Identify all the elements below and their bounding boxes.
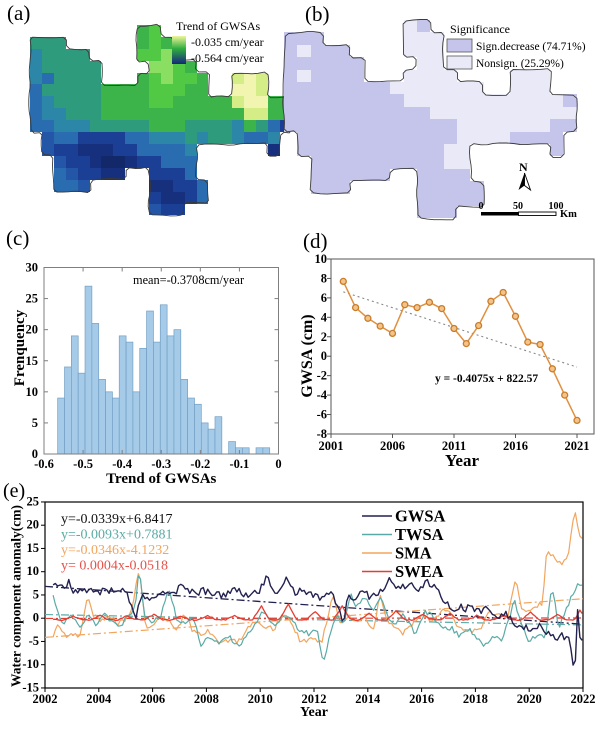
- svg-text:-5: -5: [29, 634, 39, 648]
- svg-text:y=-0.0093x+0.7881: y=-0.0093x+0.7881: [61, 528, 172, 543]
- svg-text:-8: -8: [317, 427, 327, 441]
- svg-text:2006: 2006: [380, 439, 405, 453]
- svg-text:2012: 2012: [302, 692, 327, 706]
- svg-text:4: 4: [321, 310, 328, 324]
- svg-text:-0.035 cm/year: -0.035 cm/year: [191, 35, 264, 49]
- svg-text:25: 25: [27, 494, 40, 508]
- svg-text:-10: -10: [22, 657, 39, 671]
- svg-text:-6: -6: [317, 408, 327, 422]
- svg-text:0: 0: [33, 611, 39, 625]
- svg-text:8: 8: [321, 271, 327, 285]
- svg-text:y = -0.4075x + 822.57: y = -0.4075x + 822.57: [435, 373, 538, 385]
- svg-text:-15: -15: [22, 680, 39, 694]
- svg-text:Significance: Significance: [450, 22, 510, 36]
- svg-text:(a): (a): [7, 1, 30, 25]
- svg-text:20: 20: [26, 323, 39, 337]
- svg-text:Sign.decrease (74.71%): Sign.decrease (74.71%): [476, 41, 586, 53]
- svg-text:Trend of GWSAs: Trend of GWSAs: [106, 471, 216, 487]
- svg-text:-0.1: -0.1: [230, 457, 250, 471]
- svg-text:y=-0.0339x+6.8417: y=-0.0339x+6.8417: [61, 512, 172, 527]
- svg-text:50: 50: [513, 201, 523, 212]
- svg-text:y= 0.0004x-0.0518: y= 0.0004x-0.0518: [61, 559, 168, 574]
- svg-text:10: 10: [26, 385, 39, 399]
- svg-text:2: 2: [321, 330, 327, 344]
- svg-text:(c): (c): [6, 226, 29, 250]
- svg-text:2004: 2004: [86, 692, 112, 706]
- svg-text:0: 0: [479, 201, 484, 212]
- svg-text:25: 25: [26, 292, 39, 306]
- svg-text:SMA: SMA: [395, 544, 432, 563]
- svg-text:2018: 2018: [463, 692, 488, 706]
- svg-text:0: 0: [32, 447, 38, 461]
- svg-text:GWSA (cm): GWSA (cm): [299, 314, 316, 397]
- svg-text:y=-0.0346x-4.1232: y=-0.0346x-4.1232: [61, 543, 169, 558]
- svg-text:mean=-0.3708cm/year: mean=-0.3708cm/year: [133, 273, 244, 287]
- svg-text:(b): (b): [305, 2, 330, 26]
- svg-text:-0.3: -0.3: [151, 457, 171, 471]
- svg-text:2020: 2020: [517, 692, 542, 706]
- svg-text:(d): (d): [303, 229, 328, 253]
- svg-text:-4: -4: [317, 388, 328, 402]
- svg-text:Nonsign. (25.29%): Nonsign. (25.29%): [476, 58, 564, 70]
- svg-text:-0.2: -0.2: [190, 457, 210, 471]
- svg-text:10: 10: [315, 252, 328, 266]
- svg-text:-0.6: -0.6: [34, 457, 54, 471]
- svg-text:5: 5: [33, 587, 39, 601]
- svg-text:6: 6: [321, 291, 327, 305]
- svg-text:2016: 2016: [503, 439, 528, 453]
- svg-text:10: 10: [27, 564, 40, 578]
- svg-text:2014: 2014: [355, 692, 381, 706]
- svg-text:Year: Year: [300, 705, 328, 720]
- svg-text:N: N: [519, 160, 528, 174]
- svg-text:SWEA: SWEA: [395, 562, 444, 581]
- svg-text:100: 100: [549, 201, 564, 212]
- svg-text:Km: Km: [560, 209, 577, 220]
- svg-text:-0.564 cm/year: -0.564 cm/year: [191, 51, 264, 65]
- svg-text:2022: 2022: [571, 692, 596, 706]
- svg-text:0: 0: [275, 457, 281, 471]
- svg-text:-2: -2: [317, 369, 327, 383]
- svg-text:15: 15: [27, 541, 40, 555]
- svg-text:5: 5: [32, 416, 38, 430]
- svg-text:-0.4: -0.4: [112, 457, 133, 471]
- svg-text:2021: 2021: [565, 439, 590, 453]
- svg-text:0: 0: [321, 349, 327, 363]
- svg-text:2006: 2006: [140, 692, 165, 706]
- svg-text:TWSA: TWSA: [395, 525, 444, 544]
- svg-text:Water component anomaly(cm): Water component anomaly(cm): [9, 505, 24, 687]
- svg-text:2002: 2002: [33, 692, 58, 706]
- svg-text:20: 20: [27, 518, 40, 532]
- svg-text:2016: 2016: [409, 692, 434, 706]
- svg-text:Year: Year: [445, 451, 479, 470]
- svg-text:Trend of GWSAs: Trend of GWSAs: [176, 19, 261, 33]
- svg-text:GWSA: GWSA: [395, 507, 446, 526]
- svg-text:15: 15: [26, 354, 39, 368]
- svg-text:Frenquency: Frenquency: [12, 309, 28, 386]
- svg-text:30: 30: [26, 261, 39, 275]
- svg-text:(e): (e): [3, 480, 25, 502]
- svg-text:2001: 2001: [319, 439, 344, 453]
- svg-text:2008: 2008: [194, 692, 219, 706]
- svg-text:2010: 2010: [248, 692, 273, 706]
- svg-text:-0.5: -0.5: [73, 457, 93, 471]
- svg-text:2011: 2011: [442, 439, 466, 453]
